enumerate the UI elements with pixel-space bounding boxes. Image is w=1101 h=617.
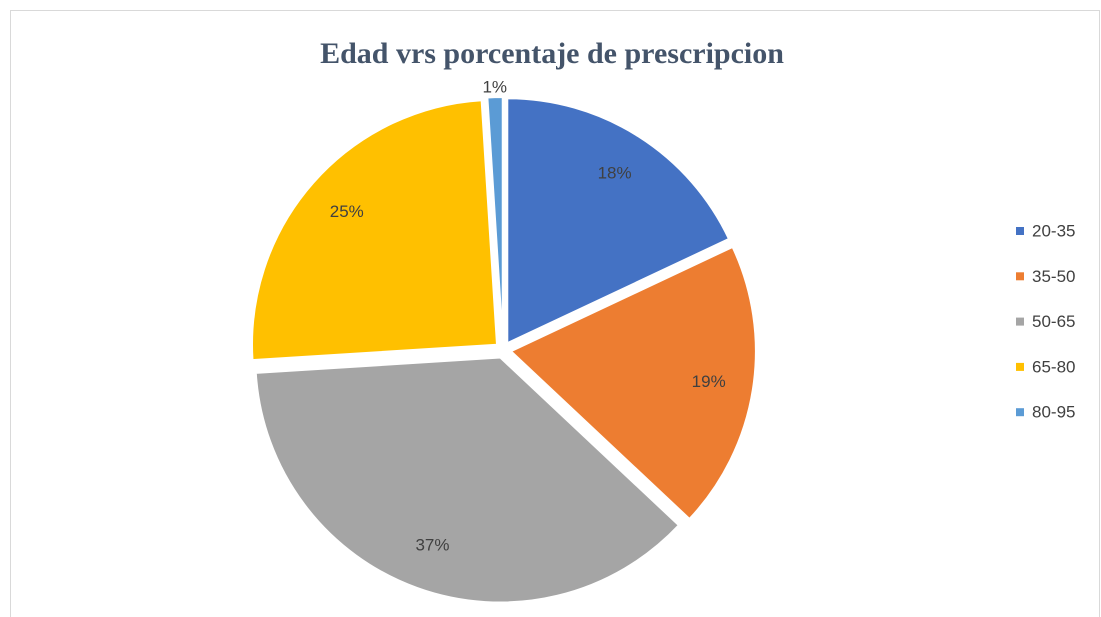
data-label: 25%	[330, 202, 364, 221]
legend-label: 50-65	[1032, 312, 1075, 331]
data-label: 18%	[598, 164, 632, 183]
legend-swatch	[1016, 362, 1024, 371]
legend-swatch	[1016, 317, 1024, 326]
data-label: 1%	[482, 77, 507, 96]
legend-label: 20-35	[1032, 221, 1075, 240]
legend-label: 80-95	[1032, 403, 1075, 422]
pie-slice	[506, 97, 731, 345]
pie-slice	[486, 96, 504, 343]
pie-slice	[509, 245, 757, 521]
data-label: 37%	[415, 535, 449, 554]
legend-swatch	[1016, 272, 1024, 281]
legend-swatch	[1016, 227, 1024, 235]
legend-label: 35-50	[1032, 267, 1075, 286]
legend-label: 65-80	[1032, 357, 1075, 376]
data-label: 19%	[692, 372, 726, 391]
pie-slice	[251, 99, 499, 362]
pie-slice	[254, 356, 681, 604]
chart-title: Edad vrs porcentaje de prescripcion	[320, 37, 784, 70]
legend-swatch	[1016, 408, 1024, 417]
